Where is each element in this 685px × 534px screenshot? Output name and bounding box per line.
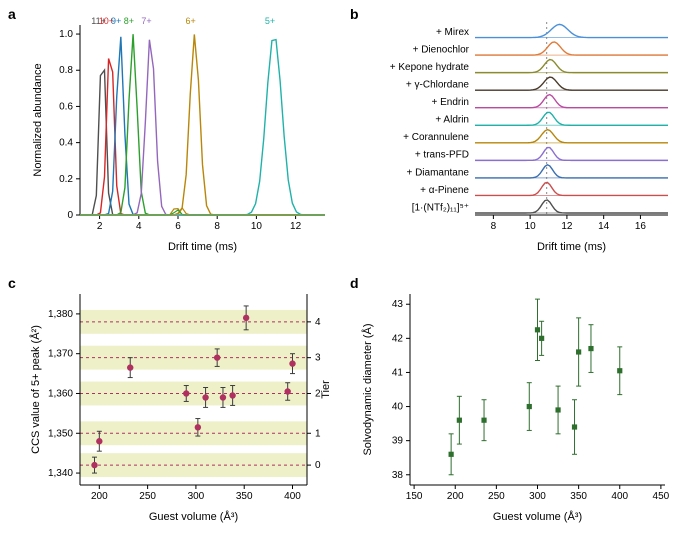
svg-text:12: 12 [290,221,302,232]
chart-a: 2 4 6 8 10 12 0 0.2 0.4 0.6 0.8 1.0 Drift time (ms) N… [25,10,335,260]
svg-text:Guest volume (Å³): Guest volume (Å³) [493,510,582,523]
panel-label-c: c [8,275,16,291]
svg-text:5+: 5+ [265,16,275,26]
svg-text:1,340: 1,340 [48,468,73,479]
svg-text:41: 41 [392,367,404,378]
svg-text:10: 10 [251,221,263,232]
svg-text:+ Aldrin: + Aldrin [435,115,469,126]
svg-text:12: 12 [561,221,573,232]
svg-text:6: 6 [175,221,181,232]
svg-text:10: 10 [525,221,537,232]
svg-text:450: 450 [653,491,670,502]
svg-text:+ Mirex: + Mirex [436,27,469,38]
svg-text:250: 250 [139,491,156,502]
svg-text:38: 38 [392,470,404,481]
panel-d: 150 200 250 300 350 400 450 38 39 40 41 42 43 Guest v… [355,280,680,530]
svg-text:200: 200 [91,491,108,502]
svg-text:350: 350 [236,491,253,502]
svg-text:+ γ-Chlordane: + γ-Chlordane [406,80,470,91]
svg-text:[1·(NTf₂)₁₁]⁵⁺: [1·(NTf₂)₁₁]⁵⁺ [412,202,469,213]
panel-label-a: a [8,6,16,22]
svg-text:Tier: Tier [320,380,332,399]
svg-text:4: 4 [136,221,142,232]
svg-text:Normalized abundance: Normalized abundance [32,63,44,176]
svg-text:1: 1 [315,428,321,439]
chart-c: 012342002503003504001,3401,3501,3601,370… [25,280,335,530]
svg-text:0: 0 [315,460,321,471]
svg-text:0.8: 0.8 [59,65,73,76]
svg-text:9+: 9+ [111,16,121,26]
svg-text:+ Diamantane: + Diamantane [406,167,469,178]
svg-text:Solvodynamic diameter (Å): Solvodynamic diameter (Å) [361,323,374,455]
svg-text:16: 16 [635,221,647,232]
svg-text:+ Endrin: + Endrin [431,97,469,108]
panel-a: 2 4 6 8 10 12 0 0.2 0.4 0.6 0.8 1.0 Drift time (ms) N… [25,10,335,260]
svg-text:2: 2 [97,221,103,232]
svg-text:0.6: 0.6 [59,101,73,112]
svg-text:150: 150 [406,491,423,502]
svg-text:0.2: 0.2 [59,174,73,185]
svg-text:250: 250 [488,491,505,502]
svg-text:300: 300 [529,491,546,502]
svg-text:350: 350 [570,491,587,502]
svg-text:42: 42 [392,333,404,344]
svg-text:+ Corannulene: + Corannulene [403,132,469,143]
svg-text:CCS value of 5+ peak (Å²): CCS value of 5+ peak (Å²) [29,325,42,454]
svg-text:Guest volume (Å³): Guest volume (Å³) [149,510,238,523]
svg-text:+ Dienochlor: + Dienochlor [413,44,470,55]
svg-text:200: 200 [447,491,464,502]
svg-text:+ α-Pinene: + α-Pinene [420,185,469,196]
svg-text:400: 400 [611,491,628,502]
panel-b: 8 10 12 14 16 Drift time (ms) + Mirex + Dienoch… [355,10,680,260]
svg-text:6+: 6+ [186,16,196,26]
svg-text:0.4: 0.4 [59,138,73,149]
svg-text:39: 39 [392,436,404,447]
svg-text:Drift time (ms): Drift time (ms) [537,241,606,253]
svg-text:+ Kepone hydrate: + Kepone hydrate [390,62,470,73]
svg-text:1,370: 1,370 [48,349,73,360]
svg-text:7+: 7+ [141,16,151,26]
panel-c: 012342002503003504001,3401,3501,3601,370… [25,280,335,530]
svg-text:43: 43 [392,299,404,310]
svg-text:1.0: 1.0 [59,29,73,40]
svg-text:300: 300 [188,491,205,502]
svg-text:4: 4 [315,317,321,328]
svg-text:14: 14 [598,221,610,232]
page: a 2468101200.20.40.60.81.0Drift time (ms… [0,0,685,534]
svg-text:0: 0 [67,210,73,221]
svg-text:400: 400 [284,491,301,502]
svg-text:8: 8 [491,221,497,232]
svg-text:40: 40 [392,402,404,413]
svg-text:1,360: 1,360 [48,388,73,399]
svg-text:3: 3 [315,353,321,364]
chart-b: 8 10 12 14 16 Drift time (ms) + Mirex + Dienoch… [355,10,680,260]
svg-text:Drift time (ms): Drift time (ms) [168,241,237,253]
svg-text:1,350: 1,350 [48,428,73,439]
svg-text:8: 8 [214,221,220,232]
svg-text:8+: 8+ [124,16,134,26]
svg-text:1,380: 1,380 [48,309,73,320]
svg-text:+ trans-PFD: + trans-PFD [415,150,469,161]
chart-d: 150 200 250 300 350 400 450 38 39 40 41 42 43 Guest v… [355,280,680,530]
